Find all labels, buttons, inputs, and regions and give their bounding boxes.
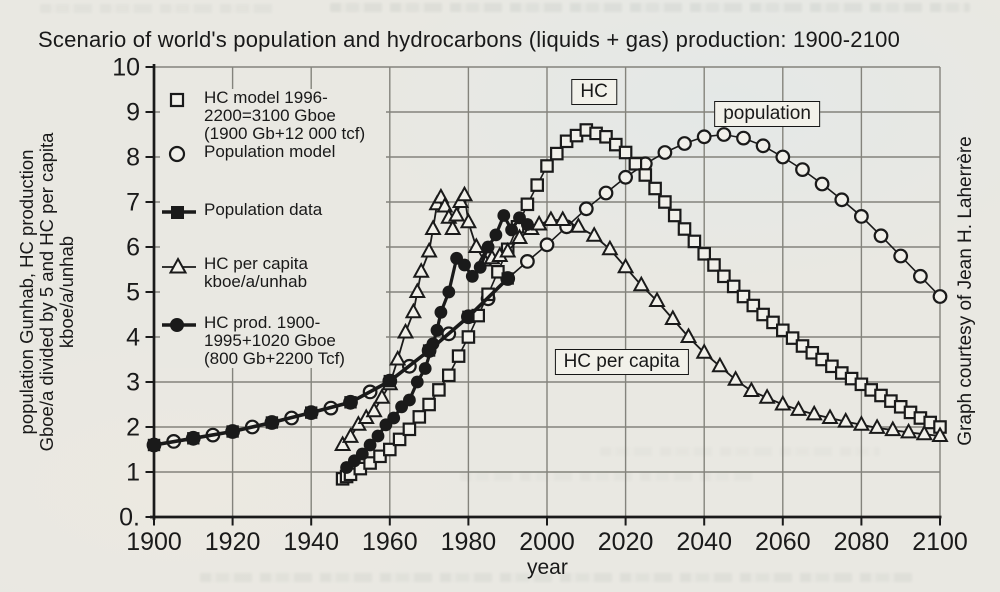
filled-circle-on-line-marker-icon bbox=[162, 318, 196, 332]
x-axis-title: year bbox=[527, 556, 568, 579]
svg-text:1900: 1900 bbox=[126, 528, 182, 556]
svg-text:1: 1 bbox=[126, 459, 140, 487]
open-square-marker-icon bbox=[169, 92, 185, 108]
annotation-hc-per-capita-label: HC per capita bbox=[554, 348, 689, 375]
credit-note: Graph courtesy of Jean H. Laherrère bbox=[955, 136, 976, 446]
legend-label-line: (800 Gb+2200 Tcf) bbox=[204, 349, 345, 368]
series-hc-per-capita bbox=[334, 185, 949, 451]
legend-item-population-model: Population model bbox=[160, 143, 386, 164]
y-axis-title-line: kboe/a/unhab bbox=[56, 235, 77, 349]
y-axis-title-line: population Gunhab, HC production bbox=[16, 149, 37, 435]
legend-label-line: 2200=3100 Gboe bbox=[204, 106, 336, 125]
y-axis-title: population Gunhab, HC production Gboe/a … bbox=[16, 57, 77, 527]
chart-title: Scenario of world's population and hydro… bbox=[38, 27, 901, 52]
svg-text:7: 7 bbox=[126, 189, 140, 217]
svg-text:8: 8 bbox=[126, 144, 140, 172]
svg-text:0.: 0. bbox=[119, 504, 140, 532]
chart-legend: HC model 1996- 2200=3100 Gboe (1900 Gb+1… bbox=[160, 89, 386, 368]
annotation-hc-label: HC bbox=[571, 78, 617, 105]
open-circle-marker-icon bbox=[168, 145, 186, 163]
svg-text:1940: 1940 bbox=[283, 528, 339, 556]
legend-label-line: HC per capita bbox=[204, 254, 308, 273]
svg-text:4: 4 bbox=[126, 324, 140, 352]
legend-label-line: HC prod. 1900- bbox=[204, 313, 321, 332]
legend-item-hc-prod: HC prod. 1900- 1995+1020 Gboe (800 Gb+22… bbox=[160, 314, 386, 368]
legend-label-line: kboe/a/unhab bbox=[204, 272, 308, 291]
svg-text:2020: 2020 bbox=[598, 528, 654, 556]
series-hc-model bbox=[335, 123, 947, 486]
svg-text:2100: 2100 bbox=[912, 528, 968, 556]
legend-label-line: 1995+1020 Gboe bbox=[204, 331, 336, 350]
svg-text:5: 5 bbox=[126, 279, 140, 307]
legend-label-line: HC model 1996- bbox=[204, 88, 328, 107]
legend-label-line: Population model bbox=[204, 142, 336, 161]
svg-text:2040: 2040 bbox=[676, 528, 732, 556]
series-population-data bbox=[147, 272, 514, 452]
svg-text:1960: 1960 bbox=[362, 528, 418, 556]
svg-text:6: 6 bbox=[126, 234, 140, 262]
legend-item-population-data: Population data bbox=[160, 201, 386, 222]
svg-text:2080: 2080 bbox=[834, 528, 890, 556]
series-hc-prod bbox=[340, 209, 534, 474]
svg-text:3: 3 bbox=[126, 369, 140, 397]
filled-square-on-line-marker-icon bbox=[162, 206, 196, 219]
legend-item-hc-model: HC model 1996- 2200=3100 Gboe (1900 Gb+1… bbox=[160, 89, 386, 143]
svg-text:10: 10 bbox=[112, 54, 140, 82]
svg-text:1920: 1920 bbox=[205, 528, 261, 556]
y-axis-title-line: Gboe/a divided by 5 and HC per capita bbox=[36, 132, 57, 452]
svg-text:1980: 1980 bbox=[441, 528, 497, 556]
svg-text:9: 9 bbox=[126, 99, 140, 127]
open-triangle-on-line-marker-icon bbox=[162, 256, 196, 274]
svg-text:2060: 2060 bbox=[755, 528, 811, 556]
svg-text:2: 2 bbox=[126, 414, 140, 442]
legend-label-line: Population data bbox=[204, 200, 323, 219]
legend-label-line: (1900 Gb+12 000 tcf) bbox=[204, 124, 366, 143]
annotation-population-label: population bbox=[714, 101, 820, 128]
legend-item-hc-per-capita: HC per capita kboe/a/unhab bbox=[160, 255, 386, 291]
svg-text:2000: 2000 bbox=[519, 528, 575, 556]
